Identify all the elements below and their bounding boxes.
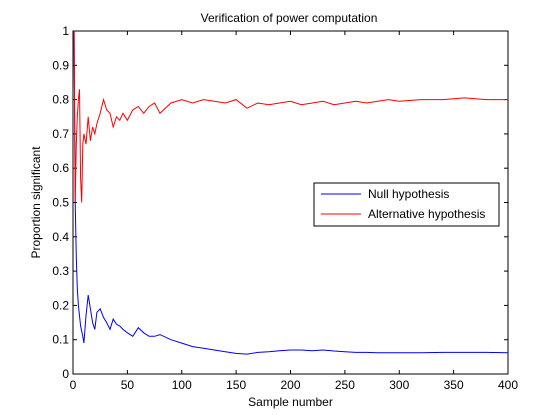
y-axis-title: Proportion significant (29, 146, 43, 259)
y-tick-label: 0.4 (52, 230, 69, 244)
y-tick-label: 0.5 (52, 196, 69, 210)
y-tick-label: 0 (62, 367, 69, 381)
x-tick-label: 400 (498, 378, 518, 392)
x-tick-label: 100 (172, 378, 192, 392)
x-tick-label: 250 (335, 378, 355, 392)
x-tick-label: 0 (70, 378, 77, 392)
x-tick-label: 350 (444, 378, 464, 392)
x-tick-label: 150 (226, 378, 246, 392)
series-line-alternative-hypothesis (73, 30, 508, 203)
y-tick-label: 0.9 (52, 58, 69, 72)
y-tick-label: 0.7 (52, 127, 69, 141)
series-line-null-hypothesis (73, 30, 509, 355)
y-tick-label: 0.1 (52, 333, 69, 347)
y-tick-label: 0.3 (52, 264, 69, 278)
x-tick-label: 300 (389, 378, 409, 392)
axis-ticks: 0 50 100 150 200 250 300 350 400 0 0.1 0.2 0.3 0.4 0.5… (52, 24, 518, 392)
legend-label: Alternative hypothesis (368, 207, 485, 221)
legend-box (313, 182, 500, 227)
x-tick-label: 50 (121, 378, 135, 392)
y-tick-label: 0.6 (52, 161, 69, 175)
chart-title: Verification of power computation (201, 11, 378, 25)
legend-label: Null hypothesis (368, 187, 449, 201)
x-axis-title: Sample number (248, 395, 333, 409)
x-tick-label: 200 (280, 378, 300, 392)
y-tick-label: 0.8 (52, 93, 69, 107)
series-layer (73, 30, 509, 355)
legend: Null hypothesis Alternative hypothesis (313, 182, 500, 227)
y-tick-label: 1 (62, 24, 69, 38)
y-tick-label: 0.2 (52, 298, 69, 312)
